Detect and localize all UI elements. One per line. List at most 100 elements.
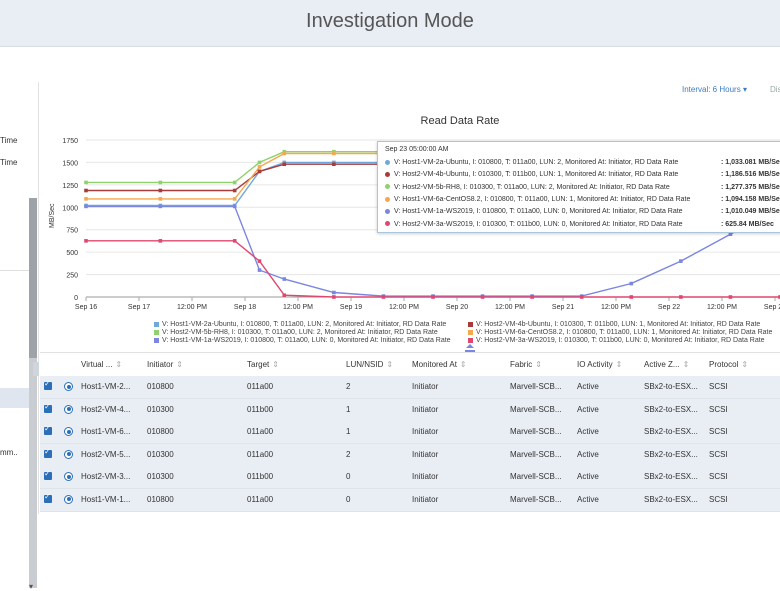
- cell-target: 011a00: [247, 494, 274, 504]
- sort-icon[interactable]: ⇕: [459, 360, 467, 369]
- cell-io: Active: [577, 404, 599, 414]
- cell-lun: 2: [346, 449, 351, 459]
- legend-item[interactable]: V: Host2-VM-5b-RH8, I: 010300, T: 011a00…: [154, 329, 438, 336]
- tooltip-dot: [385, 184, 390, 190]
- column-header-label: Active Z...: [644, 360, 680, 369]
- data-point: [158, 180, 163, 185]
- sort-icon[interactable]: ⇕: [535, 360, 542, 369]
- row-checkbox[interactable]: [44, 492, 52, 503]
- chart-tooltip: Sep 23 05:00:00 AM V: Host1-VM-2a-Ubuntu…: [377, 141, 780, 233]
- legend-label: V: Host2-VM-3a-WS2019, I: 010300, T: 011…: [476, 337, 765, 344]
- y-tick-label: 1250: [62, 183, 78, 190]
- legend-label: V: Host1-VM-1a-WS2019, I: 010800, T: 011…: [162, 337, 451, 344]
- interval-dropdown[interactable]: Interval: 6 Hours ▾: [682, 85, 747, 94]
- sort-icon[interactable]: ⇕: [176, 360, 183, 369]
- data-point: [84, 204, 88, 209]
- legend-label: V: Host1-VM-6a-CentOS8.2, I: 010800, T: …: [476, 329, 773, 336]
- left-panel-selected-item[interactable]: [0, 388, 29, 408]
- sort-icon[interactable]: ⇕: [615, 360, 623, 369]
- x-tick-label: Sep 19: [340, 304, 362, 311]
- cell-vm: Host2-VM-3...: [81, 472, 131, 481]
- table-row[interactable]: Host2-VM-4... 010300 011b00 1 Initiator Marve…: [40, 398, 780, 422]
- x-tick-label: Sep 22: [658, 304, 680, 311]
- sort-icon[interactable]: ⇕: [682, 360, 690, 369]
- panel-collapse-handle[interactable]: [33, 362, 39, 376]
- column-header[interactable]: Active Z... ⇕: [644, 360, 689, 369]
- column-header[interactable]: Monitored At ⇕: [412, 360, 467, 369]
- table-row[interactable]: Host2-VM-3... 010300 011b00 0 Initiator Marve…: [40, 466, 780, 489]
- cell-target: 011b00: [247, 404, 274, 414]
- legend-item[interactable]: V: Host1-VM-1a-WS2019, I: 010800, T: 011…: [154, 337, 451, 344]
- cell-monitored: Initiator: [412, 382, 439, 391]
- sort-icon[interactable]: ⇕: [386, 360, 394, 369]
- table-row[interactable]: Host1-VM-6... 010800 011a00 1 Initiator Marve…: [40, 421, 780, 444]
- legend-label: V: Host1-VM-2a-Ubuntu, I: 010800, T: 011…: [162, 321, 447, 328]
- sort-icon[interactable]: ⇕: [741, 360, 749, 369]
- x-tick-label: 12:00 PM: [283, 304, 313, 311]
- tooltip-row: V: Host1-VM-1a-WS2019, I: 010800, T: 011…: [385, 208, 780, 216]
- data-point: [232, 239, 237, 243]
- data-point: [282, 162, 287, 167]
- legend-item[interactable]: V: Host2-VM-4b-Ubuntu, I: 010300, T: 011…: [468, 321, 760, 328]
- data-point: [257, 169, 262, 174]
- row-radio[interactable]: [64, 494, 73, 504]
- data-point: [257, 268, 262, 272]
- data-point: [579, 295, 584, 299]
- legend-swatch: [154, 321, 159, 327]
- y-tick-label: 1750: [62, 138, 78, 145]
- sort-icon[interactable]: ⇕: [115, 360, 123, 369]
- tooltip-label: V: Host2-VM-5b-RH8, I: 010300, T: 011a00…: [394, 183, 670, 191]
- cell-fabric: Marvell-SCB...: [510, 427, 562, 436]
- row-radio[interactable]: [64, 449, 73, 459]
- row-checkbox[interactable]: [44, 447, 52, 458]
- legend-item[interactable]: V: Host1-VM-6a-CentOS8.2, I: 010800, T: …: [468, 329, 772, 336]
- table-row[interactable]: Host1-VM-1... 010800 011a00 0 Initiator Marve…: [40, 488, 780, 512]
- legend-label: V: Host2-VM-4b-Ubuntu, I: 010300, T: 011…: [476, 321, 761, 328]
- table-row[interactable]: Host2-VM-5... 010300 011a00 2 Initiator Marve…: [40, 443, 780, 467]
- y-tick-label: 1000: [62, 205, 78, 212]
- cell-monitored: Initiator: [412, 427, 439, 436]
- tooltip-dot: [385, 196, 390, 202]
- x-tick-label: Sep 23: [764, 304, 780, 311]
- sort-icon[interactable]: ⇕: [272, 360, 279, 369]
- table-row[interactable]: Host1-VM-2... 010800 011a00 2 Initiator Marve…: [40, 376, 780, 399]
- row-radio[interactable]: [64, 427, 73, 436]
- data-point: [629, 295, 634, 299]
- tooltip-dot: [385, 208, 390, 214]
- cell-protocol: SCSI: [709, 494, 728, 504]
- data-point: [679, 295, 683, 299]
- data-point: [257, 259, 262, 263]
- legend-item[interactable]: V: Host2-VM-3a-WS2019, I: 010300, T: 011…: [468, 337, 765, 344]
- row-radio[interactable]: [64, 382, 73, 391]
- resize-handle-icon[interactable]: [464, 344, 476, 354]
- data-point: [232, 204, 237, 209]
- data-point: [84, 197, 88, 201]
- column-header[interactable]: LUN/NSID ⇕: [346, 360, 393, 369]
- tooltip-label: V: Host2-VM-3a-WS2019, I: 010300, T: 011…: [394, 220, 683, 228]
- tooltip-dot: [385, 159, 390, 165]
- column-header[interactable]: Protocol ⇕: [709, 360, 748, 369]
- row-checkbox[interactable]: [44, 379, 52, 390]
- data-point: [778, 295, 780, 299]
- row-radio[interactable]: [64, 404, 73, 414]
- column-header[interactable]: Initiator ⇕: [147, 360, 183, 369]
- scrollbar-thumb[interactable]: [29, 198, 37, 358]
- left-panel-scrollbar[interactable]: [29, 198, 37, 588]
- column-header[interactable]: Virtual ... ⇕: [81, 360, 122, 369]
- cell-io: Active: [577, 427, 599, 436]
- data-point: [728, 295, 733, 299]
- column-header[interactable]: Target ⇕: [247, 360, 279, 369]
- row-checkbox[interactable]: [44, 402, 52, 413]
- row-checkbox[interactable]: [44, 424, 52, 435]
- row-radio[interactable]: [64, 472, 73, 481]
- data-point: [232, 180, 237, 185]
- scroll-down-icon[interactable]: ▾: [29, 582, 34, 591]
- display-menu[interactable]: Dis: [770, 85, 780, 94]
- column-header[interactable]: Fabric ⇕: [510, 360, 542, 369]
- tooltip-label: V: Host1-VM-1a-WS2019, I: 010800, T: 011…: [394, 208, 683, 216]
- cell-zone: SBx2-to-ESX...: [644, 472, 698, 481]
- row-checkbox[interactable]: [44, 469, 52, 480]
- column-header[interactable]: IO Activity ⇕: [577, 360, 622, 369]
- legend-swatch: [468, 337, 473, 343]
- legend-item[interactable]: V: Host1-VM-2a-Ubuntu, I: 010800, T: 011…: [154, 321, 446, 328]
